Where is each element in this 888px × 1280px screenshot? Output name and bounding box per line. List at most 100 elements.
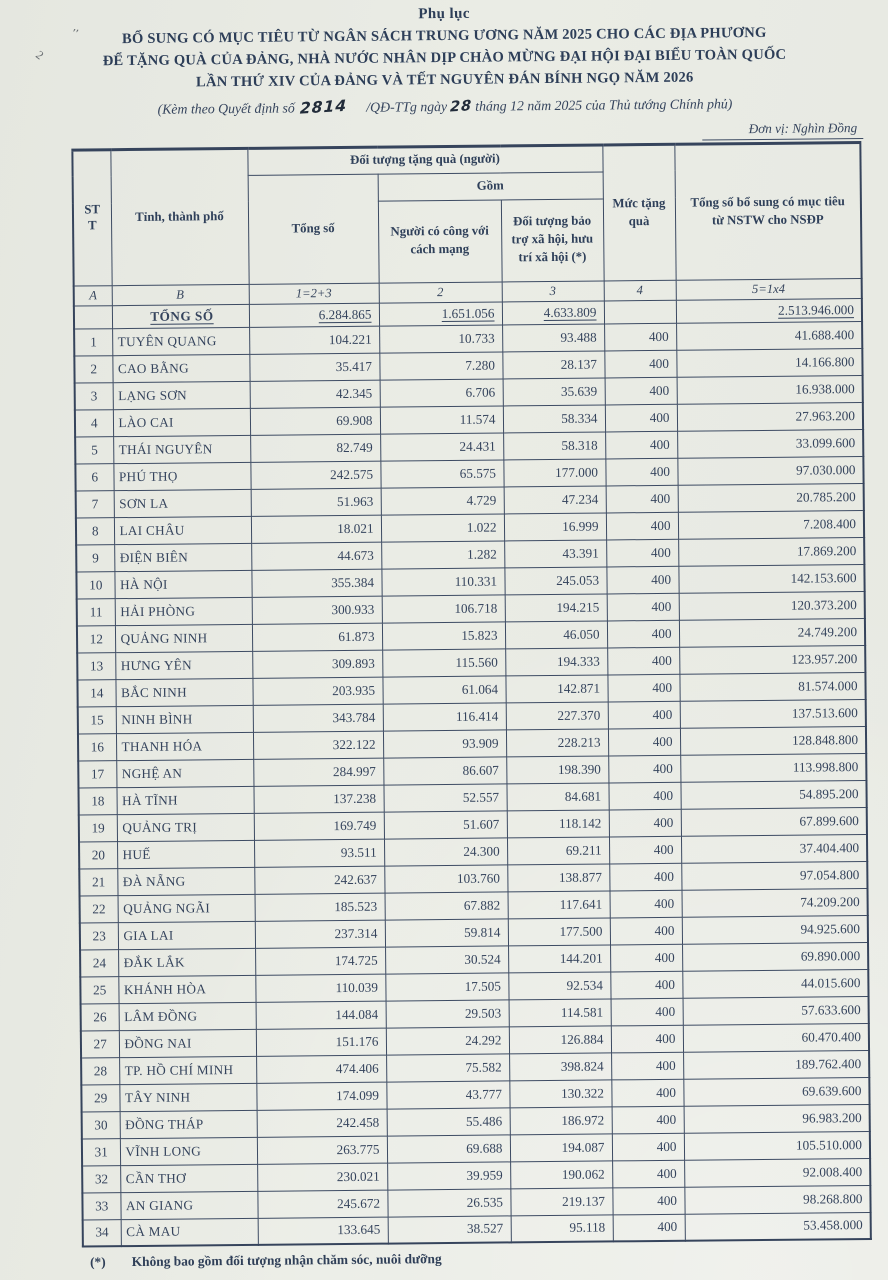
row-stt-cell: 29	[81, 1084, 120, 1112]
total-value-cell: 4.633.809	[501, 300, 605, 325]
province-name-cell: HUẾ	[117, 840, 255, 869]
gift-level-cell: 400	[609, 889, 682, 918]
social-protection-cell: 118.142	[506, 809, 609, 838]
total-recipients-cell: 144.084	[255, 1000, 386, 1030]
social-protection-cell: 194.087	[509, 1133, 613, 1162]
province-name-cell: AN GIANG	[120, 1191, 258, 1220]
total-supplement-cell: 97.030.000	[677, 456, 864, 485]
revolution-contributors-cell: 43.777	[386, 1080, 510, 1109]
total-recipients-cell: 343.784	[252, 703, 383, 733]
row-stt-cell: 2	[74, 355, 113, 383]
total-recipients-cell: 133.645	[257, 1216, 388, 1246]
province-name-cell: QUẢNG NGÃI	[117, 894, 255, 923]
row-stt-cell: 22	[79, 895, 118, 923]
total-supplement-cell: 33.099.600	[677, 429, 864, 458]
total-recipients-cell: 474.406	[256, 1054, 387, 1084]
budget-table: ST T Tỉnh, thành phố Đối tượng tặng quà …	[71, 140, 872, 1248]
table-body: A B 1=2+3 2 3 4 5=1x4 TỔNG SỐ 6.284.865 1.651.056…	[73, 278, 871, 1247]
handwritten-decision-day: 28	[449, 97, 473, 116]
social-protection-cell: 138.877	[507, 863, 610, 892]
social-protection-cell: 47.234	[503, 485, 606, 514]
subtitle-prefix: (Kèm theo Quyết định số	[157, 100, 295, 117]
footnote-symbol: (*)	[89, 1254, 106, 1270]
province-name-cell: BẮC NINH	[115, 678, 253, 707]
social-protection-cell: 194.215	[504, 593, 607, 622]
revolution-contributors-cell: 110.331	[381, 567, 505, 596]
row-stt-cell: 7	[75, 490, 114, 518]
row-stt-cell: 31	[81, 1138, 121, 1166]
social-protection-cell: 227.370	[505, 701, 608, 730]
total-supplement-cell: 137.513.600	[679, 699, 866, 728]
revolution-contributors-cell: 10.733	[379, 324, 503, 353]
revolution-contributors-cell: 86.607	[383, 756, 507, 785]
gift-level-cell: 400	[606, 538, 679, 567]
province-name-cell: LAI CHÂU	[113, 516, 252, 545]
social-protection-cell: 58.318	[503, 431, 606, 460]
col-header-stt: ST T	[72, 149, 112, 286]
row-stt-cell: 15	[77, 706, 116, 734]
social-protection-cell: 194.333	[505, 647, 608, 676]
revolution-contributors-cell: 11.574	[379, 405, 504, 434]
social-protection-cell: 126.884	[508, 1025, 612, 1054]
gift-level-cell: 400	[610, 943, 683, 972]
col-header-total-supplement: Tổng số bổ sung có mục tiêu từ NSTW cho …	[674, 142, 862, 280]
province-name-cell: TUYÊN QUANG	[112, 327, 250, 356]
province-name-cell: SƠN LA	[113, 489, 251, 518]
row-stt-cell: 32	[82, 1165, 121, 1193]
row-stt-cell: 26	[80, 1003, 119, 1031]
revolution-contributors-cell: 24.300	[383, 837, 508, 866]
province-name-cell: ĐỒNG NAI	[118, 1029, 257, 1058]
total-supplement-cell: 69.639.600	[683, 1077, 870, 1106]
total-supplement-cell: 20.785.200	[677, 483, 864, 512]
total-recipients-cell: 18.021	[250, 514, 382, 544]
row-stt-cell: 24	[80, 949, 119, 977]
province-name-cell: CÀ MAU	[120, 1218, 258, 1247]
row-stt-cell: 21	[79, 868, 118, 896]
revolution-contributors-cell: 30.524	[385, 945, 509, 974]
row-stt-cell: 3	[74, 382, 113, 410]
province-name-cell: LÂM ĐỒNG	[118, 1002, 256, 1031]
revolution-contributors-cell: 26.535	[387, 1188, 511, 1217]
footnote-text: Không bao gồm đối tượng nhận chăm sóc, n…	[131, 1251, 442, 1270]
total-recipients-cell: 230.021	[257, 1162, 388, 1192]
revolution-contributors-cell: 52.557	[383, 783, 507, 812]
gift-level-cell: 400	[604, 376, 677, 405]
gift-level-cell: 400	[606, 619, 680, 648]
row-stt-cell: 1	[74, 328, 113, 356]
total-supplement-cell: 113.998.800	[680, 753, 867, 782]
province-name-cell: HÀ NỘI	[114, 570, 252, 599]
social-protection-cell: 245.053	[504, 566, 607, 595]
gift-level-cell: 400	[604, 403, 678, 432]
row-stt-cell: 33	[82, 1192, 121, 1220]
revolution-contributors-cell: 116.414	[382, 702, 506, 731]
total-supplement-cell: 105.510.000	[683, 1131, 871, 1160]
social-protection-cell: 95.118	[510, 1214, 613, 1243]
row-stt-cell: 30	[81, 1111, 120, 1139]
social-protection-cell: 84.681	[506, 782, 609, 811]
row-stt-cell: 20	[79, 841, 118, 869]
subtitle-suffix: tháng 12 năm 2025 của Thủ tướng Chính ph…	[475, 95, 733, 114]
province-name-cell: ĐỒNG THÁP	[119, 1110, 257, 1139]
total-supplement-cell: 74.209.200	[681, 888, 868, 917]
total-recipients-cell: 169.749	[253, 811, 384, 841]
gift-level-cell: 400	[611, 1132, 685, 1161]
row-stt-cell: 11	[76, 598, 115, 626]
province-name-cell: NGHỆ AN	[116, 759, 254, 788]
total-recipients-cell: 110.039	[255, 973, 386, 1003]
total-supplement-cell: 44.015.600	[682, 969, 869, 998]
gift-level-cell: 400	[611, 1051, 684, 1080]
social-protection-cell: 93.488	[502, 323, 605, 352]
total-recipients-cell: 93.511	[253, 838, 385, 868]
unit-label: Đơn vị: Nghìn Đồng	[702, 119, 864, 141]
total-supplement-cell: 98.268.800	[684, 1185, 871, 1214]
gift-level-cell: 400	[608, 781, 681, 810]
province-name-cell: QUẢNG TRỊ	[116, 813, 254, 842]
gift-level-cell: 400	[607, 646, 680, 675]
province-name-cell: LẠNG SƠN	[112, 381, 250, 410]
revolution-contributors-cell: 69.688	[386, 1134, 511, 1163]
gift-level-cell: 400	[612, 1159, 685, 1188]
col-header-social-protection: Đối tượng bảo trợ xã hội, hưu trí xã hội…	[500, 198, 604, 282]
social-protection-cell: 43.391	[504, 539, 607, 568]
social-protection-cell: 177.500	[507, 917, 611, 946]
province-name-cell: ĐẮK LẮK	[118, 948, 256, 977]
